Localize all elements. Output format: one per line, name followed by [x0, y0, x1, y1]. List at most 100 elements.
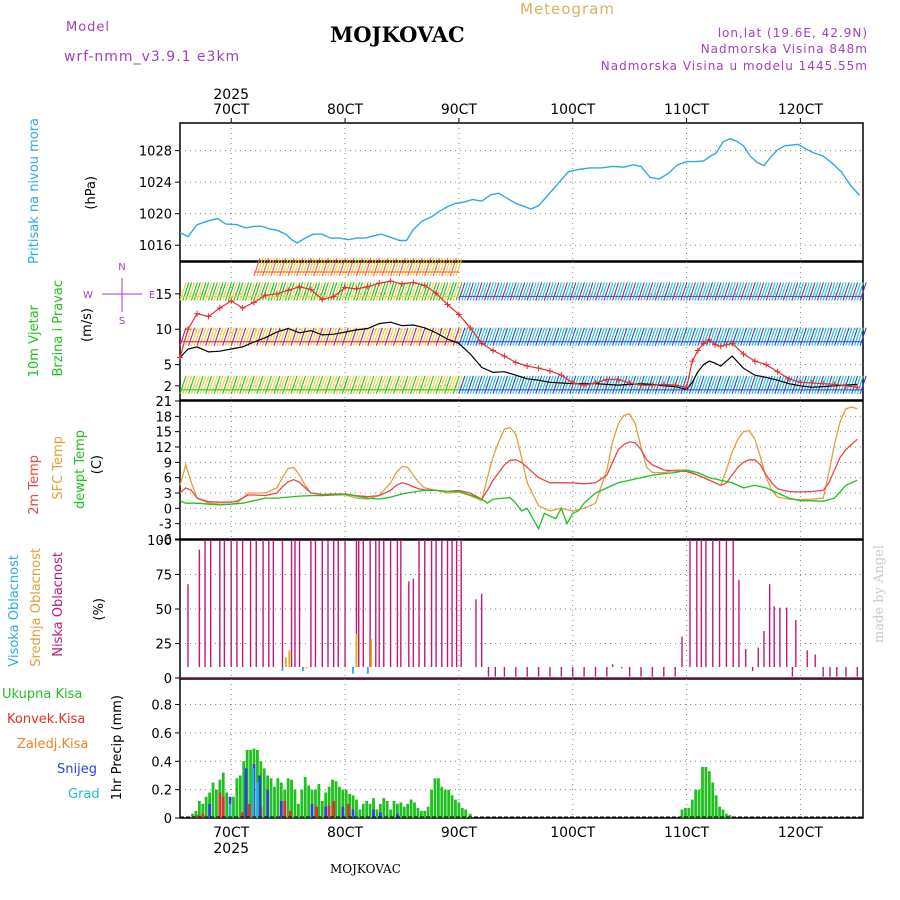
wind-barb [205, 327, 213, 346]
precip-bar-2 [324, 806, 328, 818]
gust-marker [433, 290, 440, 297]
wind-barb [626, 327, 634, 346]
wind-barb [193, 375, 201, 395]
y-tick-label: 1024 [139, 176, 172, 191]
wind-barb [347, 257, 355, 277]
wind-barb [577, 282, 585, 301]
y-tick-label: 0.8 [151, 699, 172, 714]
wind-barb [449, 375, 457, 395]
wind-barb [856, 282, 864, 301]
gust-marker [184, 326, 191, 333]
wind-barb [546, 282, 554, 301]
wind-barb [853, 282, 861, 301]
precip-bar-0 [416, 808, 420, 818]
wind-barb [700, 375, 708, 395]
gust-marker [285, 287, 292, 294]
wind-barb [452, 282, 460, 301]
wind-barb [449, 257, 457, 277]
wind-barb [856, 375, 864, 395]
wind-barb [424, 327, 432, 346]
wind-barb [705, 282, 714, 301]
wind-barb [372, 327, 381, 346]
wind-barb [660, 327, 668, 346]
wind-barb [748, 327, 756, 346]
wind-barb [518, 282, 526, 301]
wind-barb [233, 375, 241, 395]
gust-marker [524, 363, 531, 370]
wind-barb [478, 375, 486, 395]
precip-bar-0 [447, 789, 451, 818]
wind-barb [757, 282, 765, 301]
wind-barb [188, 327, 196, 346]
wind-barb [370, 327, 378, 346]
gust-marker [660, 381, 667, 388]
wind-barb [612, 282, 620, 301]
wind-barb [321, 282, 329, 301]
wind-barb [455, 282, 463, 301]
wind-barb [347, 282, 355, 301]
wind-barb [594, 282, 603, 301]
wind-barb [762, 327, 770, 346]
wind-barb [483, 327, 492, 346]
wind-barb [836, 282, 844, 301]
wind-barb [620, 282, 628, 301]
wind-barb [708, 282, 716, 301]
wind-barb [412, 257, 420, 277]
wind-barb [210, 375, 218, 395]
wind-barb [629, 327, 637, 346]
wind-barb [631, 282, 640, 301]
wind-barb [637, 282, 645, 301]
wind-barb [520, 327, 529, 346]
precip-bar-0 [249, 749, 252, 818]
wind-barb [742, 375, 750, 395]
wind-barb [805, 282, 813, 301]
wind-barb [728, 375, 736, 395]
gust-marker [467, 324, 474, 331]
wind-barb [310, 327, 318, 346]
wind-barb [313, 257, 321, 277]
gust-marker [398, 280, 405, 287]
wind-barb [603, 282, 611, 301]
precip-bar-0 [286, 778, 290, 818]
wind-barb [458, 375, 466, 395]
wind-barb [811, 375, 819, 395]
wind-barb [822, 327, 830, 346]
wind-barb [515, 375, 523, 395]
precip-bar-1 [327, 805, 331, 818]
y-tick-label: 0.4 [151, 755, 172, 770]
wind-barb [432, 327, 440, 346]
wind-barb [597, 282, 605, 301]
wind-barb [643, 327, 651, 346]
wind-barb [392, 257, 400, 277]
wind-barb [640, 282, 648, 301]
wind-barb [179, 375, 187, 395]
wind-barb [446, 257, 455, 277]
wind-barb [458, 282, 466, 301]
wind-barb [259, 375, 267, 395]
wind-barb [634, 327, 642, 346]
wind-barb [355, 375, 363, 395]
wind-barb [640, 327, 648, 346]
precip-bar-0 [457, 802, 461, 818]
wind-barb [179, 282, 187, 301]
wind-barb [543, 327, 551, 346]
wind-barb [697, 327, 705, 346]
wind-barb [586, 375, 594, 395]
wind-barb [629, 375, 637, 395]
wind-barb [367, 327, 375, 346]
wind-barb [179, 327, 187, 346]
wind-barb [435, 257, 443, 277]
wind-barb [765, 282, 773, 301]
gust-marker [410, 279, 417, 286]
y-tick-label: 18 [155, 410, 172, 425]
precip-bar-0 [327, 786, 331, 818]
gust-marker [455, 311, 462, 318]
precip-bar-2 [341, 806, 345, 818]
wind-barb [358, 282, 366, 301]
precip-bar-0 [211, 782, 215, 818]
wind-barb [370, 257, 378, 277]
wind-barb [762, 282, 770, 301]
wind-barb [734, 327, 742, 346]
y-tick-label: 12 [155, 441, 172, 456]
